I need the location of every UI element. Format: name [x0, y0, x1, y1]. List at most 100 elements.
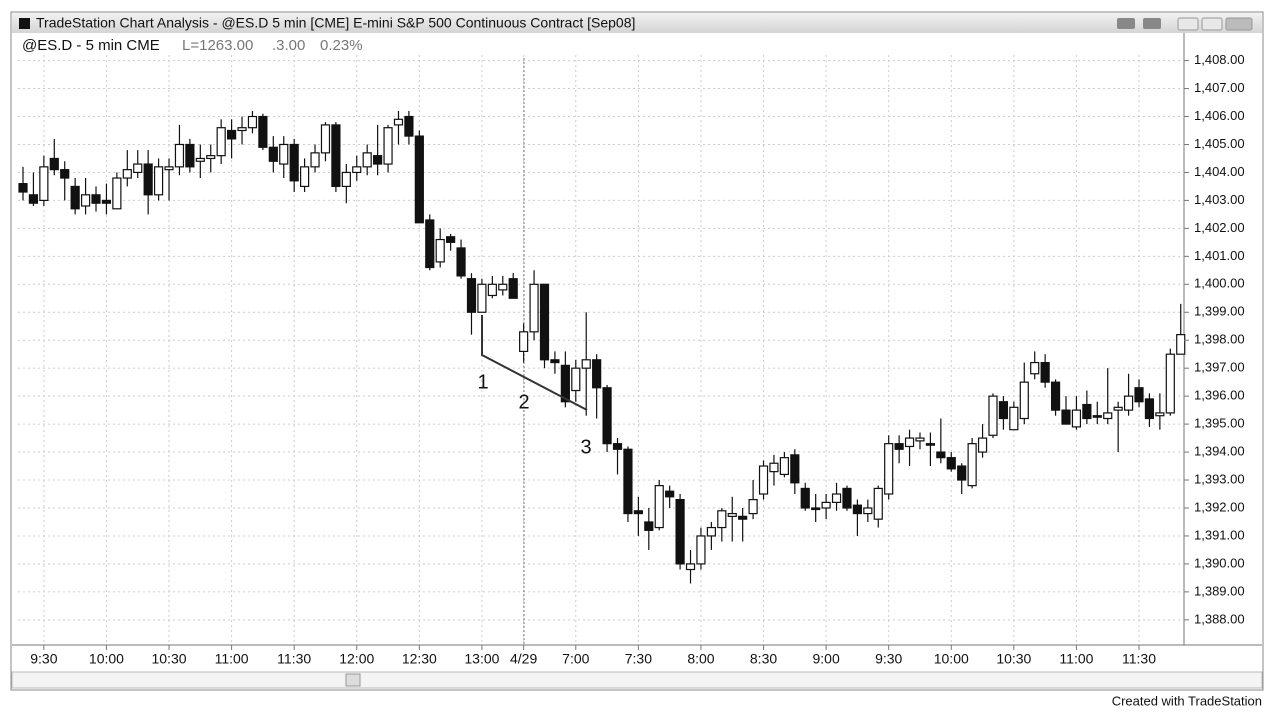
button[interactable]: [1117, 18, 1135, 29]
candle-body: [644, 521, 654, 531]
candle-body: [936, 451, 946, 459]
y-tick-label: 1,388.00: [1194, 611, 1245, 626]
x-tick-label: 12:30: [402, 651, 437, 667]
candle-body: [185, 143, 195, 168]
x-tick-label: 8:30: [750, 651, 777, 667]
candle-body: [1092, 415, 1102, 418]
x-tick-label: 12:00: [339, 651, 374, 667]
y-tick-label: 1,391.00: [1194, 527, 1245, 542]
candle-body: [1155, 412, 1165, 417]
candle-body: [101, 199, 112, 204]
candle-body: [1030, 361, 1040, 375]
x-tick-label: 10:00: [934, 651, 969, 667]
window-title: TradeStation Chart Analysis - @ES.D 5 mi…: [36, 15, 635, 31]
y-tick-label: 1,398.00: [1194, 332, 1245, 347]
candle-body: [1009, 406, 1019, 431]
candle-body: [60, 169, 70, 179]
x-tick-label: 11:30: [277, 651, 311, 667]
candle-body: [977, 437, 988, 453]
x-tick-label: 7:30: [625, 651, 652, 667]
y-tick-label: 1,393.00: [1194, 471, 1245, 486]
x-tick-label: 10:30: [996, 651, 1031, 667]
x-tick-label: 11:00: [1059, 651, 1093, 667]
candle-body: [1176, 334, 1186, 355]
candle-body: [153, 166, 164, 196]
candle-body: [164, 166, 174, 171]
y-tick-label: 1,399.00: [1194, 304, 1245, 319]
y-tick-label: 1,400.00: [1194, 276, 1245, 291]
candle-body: [769, 462, 779, 473]
candle-body: [446, 236, 456, 243]
annotation: 2: [518, 391, 529, 413]
candle-body: [998, 401, 1009, 420]
candle-body: [435, 238, 445, 263]
candle-body: [988, 395, 998, 436]
candle-body: [393, 118, 404, 126]
candle-body: [320, 124, 331, 154]
candle-body: [904, 437, 915, 448]
candle-body: [414, 135, 424, 224]
candle-body: [811, 507, 821, 511]
scrollbar[interactable]: [11, 671, 1263, 689]
candle-body: [894, 443, 904, 450]
symbol-label: @ES.D - 5 min CME: [22, 37, 160, 54]
candle-body: [748, 498, 758, 515]
x-tick-label: 9:00: [812, 651, 839, 667]
x-tick-label: 10:00: [89, 651, 124, 667]
candle-body: [91, 194, 101, 204]
candle-body: [300, 166, 310, 188]
candle-body: [779, 457, 789, 476]
y-tick-label: 1,407.00: [1194, 80, 1245, 95]
candle-body: [654, 485, 664, 529]
net-change: .3.00: [272, 37, 305, 54]
candle-body: [633, 510, 643, 515]
candle-body: [341, 171, 351, 188]
candle-body: [675, 498, 685, 565]
candle-body: [790, 454, 800, 484]
minimize-button[interactable]: [1177, 17, 1199, 31]
y-tick-label: 1,405.00: [1194, 136, 1245, 151]
candle-body: [122, 169, 132, 179]
candle-body: [1050, 381, 1061, 411]
candle-body: [383, 127, 393, 165]
candle-body: [174, 143, 185, 168]
candle-body: [1082, 403, 1092, 420]
candle-body: [18, 183, 28, 193]
x-tick-label: 11:30: [1122, 651, 1156, 667]
candle-body: [665, 490, 675, 498]
maximize-button[interactable]: [1201, 17, 1223, 31]
candle-body: [529, 283, 539, 333]
x-tick-label: 9:30: [875, 651, 902, 667]
candle-body: [717, 510, 727, 529]
candle-body: [477, 283, 487, 313]
y-tick-label: 1,406.00: [1194, 108, 1245, 123]
scroll-thumb[interactable]: [345, 673, 361, 687]
title-bar: [12, 13, 1262, 33]
candle-body: [592, 359, 602, 389]
candle-body: [1165, 353, 1175, 414]
candle-body: [216, 127, 226, 157]
y-tick-label: 1,394.00: [1194, 443, 1245, 458]
candle-body: [279, 143, 289, 165]
y-tick-label: 1,396.00: [1194, 388, 1245, 403]
candle-body: [508, 278, 518, 299]
candle-body: [1103, 412, 1113, 420]
candle-body: [863, 507, 873, 515]
candle-body: [112, 177, 122, 210]
candle-body: [195, 157, 205, 162]
button[interactable]: [1143, 18, 1161, 29]
candle-body: [758, 465, 769, 495]
candle-body: [800, 487, 810, 509]
candle-body: [466, 278, 477, 313]
candle-body: [915, 437, 925, 442]
candle-body: [821, 501, 831, 509]
candle-body: [1019, 381, 1029, 420]
close-button[interactable]: [1225, 17, 1253, 31]
candle-body: [133, 163, 143, 174]
x-tick-label: 7:00: [562, 651, 589, 667]
annotation: 1: [477, 371, 488, 393]
candle-body: [237, 127, 247, 132]
candle-body: [696, 535, 706, 565]
candle-body: [258, 115, 268, 148]
candle-body: [957, 465, 967, 481]
